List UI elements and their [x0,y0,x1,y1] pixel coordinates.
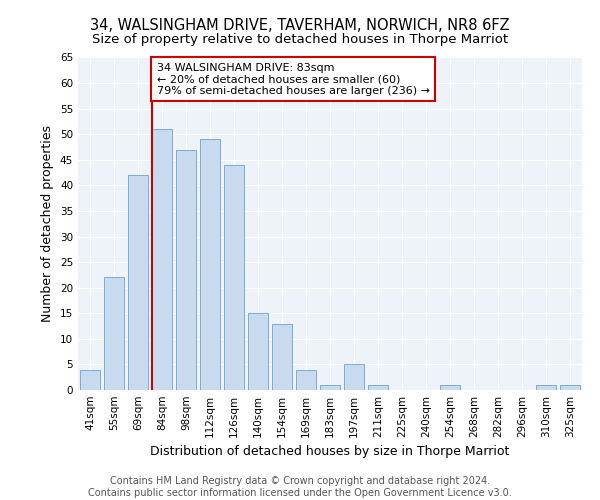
Bar [128,175,148,390]
Text: Contains HM Land Registry data © Crown copyright and database right 2024.
Contai: Contains HM Land Registry data © Crown c… [88,476,512,498]
Bar [200,140,220,390]
Bar [152,129,172,390]
Bar [296,370,316,390]
Bar [224,165,244,390]
Bar [104,278,124,390]
Text: Size of property relative to detached houses in Thorpe Marriot: Size of property relative to detached ho… [92,32,508,46]
Bar [368,385,388,390]
Text: 34 WALSINGHAM DRIVE: 83sqm
← 20% of detached houses are smaller (60)
79% of semi: 34 WALSINGHAM DRIVE: 83sqm ← 20% of deta… [157,62,430,96]
Bar [272,324,292,390]
Bar [320,385,340,390]
Bar [440,385,460,390]
Bar [536,385,556,390]
X-axis label: Distribution of detached houses by size in Thorpe Marriot: Distribution of detached houses by size … [151,446,509,458]
Bar [344,364,364,390]
Bar [248,314,268,390]
Bar [80,370,100,390]
Bar [560,385,580,390]
Y-axis label: Number of detached properties: Number of detached properties [41,125,55,322]
Bar [176,150,196,390]
Text: 34, WALSINGHAM DRIVE, TAVERHAM, NORWICH, NR8 6FZ: 34, WALSINGHAM DRIVE, TAVERHAM, NORWICH,… [90,18,510,32]
